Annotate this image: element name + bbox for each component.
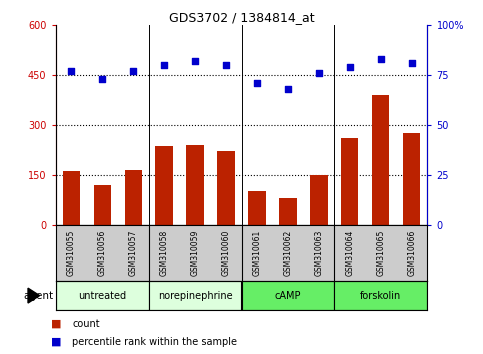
Text: GSM310059: GSM310059 <box>190 229 199 276</box>
Text: ■: ■ <box>51 319 61 329</box>
Point <box>377 56 385 62</box>
Point <box>315 70 323 76</box>
Bar <box>334 281 427 310</box>
Bar <box>94 185 111 225</box>
Text: GSM310061: GSM310061 <box>253 229 261 275</box>
Bar <box>62 171 80 225</box>
Point <box>222 62 230 68</box>
Bar <box>280 198 297 225</box>
Point <box>67 68 75 74</box>
Point <box>346 64 354 70</box>
Point <box>191 58 199 64</box>
Text: GSM310064: GSM310064 <box>345 229 355 276</box>
Point <box>408 60 416 65</box>
Text: GSM310060: GSM310060 <box>222 229 230 276</box>
Bar <box>217 152 235 225</box>
Point <box>253 80 261 86</box>
Bar <box>341 138 358 225</box>
Bar <box>248 192 266 225</box>
Text: forskolin: forskolin <box>360 291 401 301</box>
Polygon shape <box>28 288 40 303</box>
Text: untreated: untreated <box>78 291 126 301</box>
Text: cAMP: cAMP <box>275 291 301 301</box>
Text: norepinephrine: norepinephrine <box>157 291 232 301</box>
Text: GSM310066: GSM310066 <box>408 229 416 276</box>
Text: percentile rank within the sample: percentile rank within the sample <box>72 337 238 347</box>
Text: GSM310058: GSM310058 <box>159 229 169 275</box>
Text: count: count <box>72 319 100 329</box>
Bar <box>56 281 149 310</box>
Text: GSM310057: GSM310057 <box>128 229 138 276</box>
Point <box>129 68 137 74</box>
Bar <box>186 145 203 225</box>
Title: GDS3702 / 1384814_at: GDS3702 / 1384814_at <box>169 11 314 24</box>
Text: GSM310063: GSM310063 <box>314 229 324 276</box>
Text: ■: ■ <box>51 337 61 347</box>
Text: GSM310055: GSM310055 <box>67 229 75 276</box>
Bar <box>149 281 242 310</box>
Text: GSM310056: GSM310056 <box>98 229 107 276</box>
Text: GSM310065: GSM310065 <box>376 229 385 276</box>
Text: GSM310062: GSM310062 <box>284 229 293 275</box>
Point <box>98 76 106 82</box>
Bar <box>125 170 142 225</box>
Point <box>160 62 168 68</box>
Text: agent: agent <box>23 291 53 301</box>
Bar <box>311 175 327 225</box>
Bar <box>403 133 421 225</box>
Bar <box>156 147 172 225</box>
Point <box>284 86 292 92</box>
Bar <box>242 281 334 310</box>
Bar <box>372 95 389 225</box>
